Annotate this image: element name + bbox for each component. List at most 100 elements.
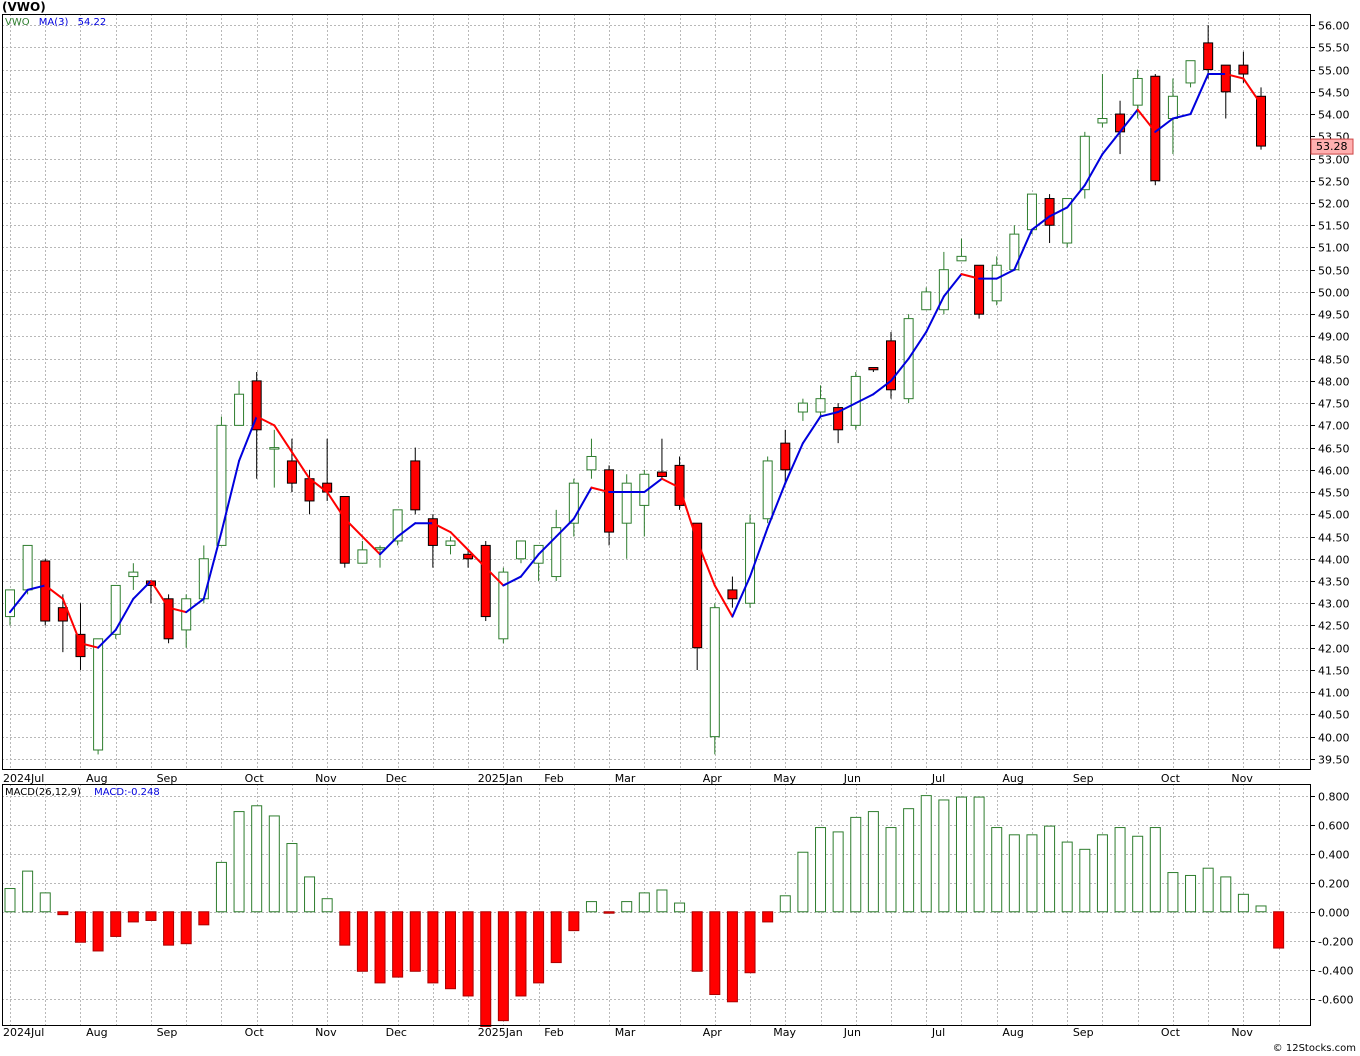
ma-segment <box>132 580 152 600</box>
macd-tick-label: 0.600 <box>1318 820 1350 833</box>
macd-bar <box>779 895 791 913</box>
date-label: 2024Jul <box>3 1026 44 1039</box>
macd-bar <box>497 911 509 1022</box>
ma-segment <box>431 522 452 534</box>
ma-segment <box>555 517 575 538</box>
date-label: Aug <box>1002 772 1023 785</box>
macd-bar <box>955 796 967 913</box>
price-tick-label: 56.00 <box>1318 20 1350 33</box>
macd-bar <box>1273 911 1285 949</box>
price-tick-label: 43.00 <box>1318 598 1350 611</box>
ma-segment <box>784 442 804 485</box>
macd-bar <box>1061 841 1073 913</box>
date-label: Oct <box>245 772 265 785</box>
date-label: 2025Jan <box>478 1026 523 1039</box>
macd-bar <box>603 911 615 914</box>
macd-bar <box>4 888 16 913</box>
moving-average-line <box>9 73 1263 649</box>
candle-body <box>656 471 667 477</box>
ma-segment <box>837 402 857 414</box>
candle-body <box>5 589 15 618</box>
candle-body <box>463 553 474 560</box>
price-tick-label: 50.50 <box>1318 265 1350 278</box>
ma-segment <box>678 486 699 542</box>
price-tick-label: 46.00 <box>1318 465 1350 478</box>
candle-body <box>1044 198 1055 226</box>
date-label: Aug <box>86 772 107 785</box>
candle-body <box>515 540 526 560</box>
ma-segment <box>819 411 840 418</box>
macd-bar <box>1202 867 1214 913</box>
date-label: Oct <box>245 1026 265 1039</box>
ma-segment <box>1030 215 1051 231</box>
candle-body <box>709 607 720 738</box>
price-tick-label: 42.00 <box>1318 643 1350 656</box>
macd-bar <box>1079 848 1091 913</box>
ma-segment <box>9 588 29 614</box>
ma-segment <box>1101 130 1122 156</box>
price-tick-label: 41.00 <box>1318 687 1350 700</box>
date-label: Sep <box>1073 1026 1094 1039</box>
ma-segment <box>749 526 769 578</box>
date-label: Mar <box>615 1026 636 1039</box>
candle-body <box>1256 95 1267 147</box>
macd-tick-label: -0.200 <box>1318 936 1353 949</box>
date-label: Feb <box>544 1026 563 1039</box>
candle-body <box>727 589 738 600</box>
candle-body <box>1203 42 1214 71</box>
macd-bar <box>1237 893 1249 913</box>
date-label: Sep <box>157 1026 178 1039</box>
candle-body <box>921 291 932 311</box>
legend-ma: MA(3) <box>39 17 69 28</box>
macd-bar <box>709 911 721 996</box>
candle-body <box>269 447 280 450</box>
macd-bar <box>92 911 104 952</box>
candle-body <box>586 455 597 471</box>
candle-body <box>1026 193 1037 231</box>
macd-bar <box>832 831 844 913</box>
ma-segment <box>308 477 329 494</box>
date-label: Apr <box>703 772 723 785</box>
price-tick-label: 52.00 <box>1318 198 1350 211</box>
macd-bar <box>1185 874 1197 913</box>
candle-body <box>1238 64 1249 75</box>
price-tick-label: 47.50 <box>1318 398 1350 411</box>
macd-bar <box>127 911 139 923</box>
date-label: Oct <box>1161 1026 1181 1039</box>
candle-body <box>815 398 826 413</box>
macd-bar <box>1149 827 1161 913</box>
date-label: Jun <box>843 772 861 785</box>
legend-symbol: VWO <box>5 17 30 28</box>
ma-segment <box>255 415 276 427</box>
macd-bar <box>903 808 915 913</box>
macd-bar <box>1220 876 1232 913</box>
ma-segment <box>872 379 892 396</box>
candle-body <box>762 460 773 520</box>
macd-bar <box>57 911 69 916</box>
ma-segment <box>220 459 241 534</box>
candle-body <box>357 549 368 564</box>
macd-bar <box>215 861 227 913</box>
ma-segment <box>1013 228 1033 271</box>
date-label: Nov <box>1231 1026 1253 1039</box>
date-label: Mar <box>615 772 636 785</box>
macd-bar <box>74 911 86 943</box>
macd-bar <box>286 843 298 913</box>
macd-tick-label: 0.400 <box>1318 849 1350 862</box>
candle-body <box>1062 198 1073 244</box>
ma-segment <box>149 580 170 609</box>
macd-bar <box>1044 825 1056 913</box>
macd-bar <box>321 898 333 913</box>
ma-segment <box>238 415 258 462</box>
macd-bar <box>392 911 404 978</box>
candle-body <box>1185 60 1196 84</box>
candle-body <box>956 255 967 262</box>
ma-segment <box>484 566 505 587</box>
ma-segment <box>801 415 822 445</box>
macd-bar <box>409 911 421 972</box>
ma-segment <box>185 597 205 614</box>
date-label: Oct <box>1161 772 1181 785</box>
candle-body <box>1220 64 1231 93</box>
date-label: Nov <box>1231 772 1253 785</box>
candle-body <box>1132 77 1143 106</box>
